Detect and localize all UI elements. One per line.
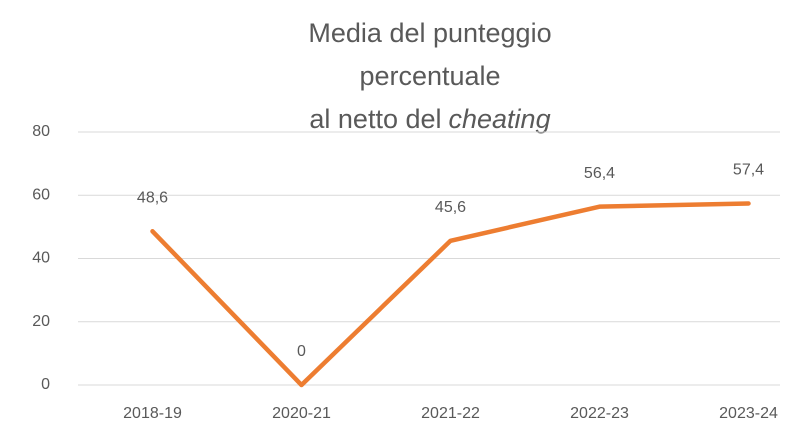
- data-label: 0: [297, 343, 306, 360]
- data-label: 48,6: [137, 190, 168, 207]
- chart-title-part: al netto del: [309, 104, 441, 134]
- y-tick-label: 20: [32, 313, 50, 330]
- data-label: 57,4: [733, 162, 764, 179]
- x-tick-label: 2021-22: [421, 405, 480, 422]
- x-tick-label: 2018-19: [123, 405, 182, 422]
- y-tick-label: 40: [32, 250, 50, 267]
- chart-title: al netto del cheating: [309, 104, 550, 134]
- y-tick-label: 60: [32, 186, 50, 203]
- data-label: 56,4: [584, 165, 615, 182]
- x-tick-label: 2023-24: [719, 405, 778, 422]
- chart-title-italic: cheating: [449, 104, 551, 134]
- y-tick-label: 0: [41, 376, 50, 393]
- line-series: [150, 201, 751, 388]
- x-tick-label: 2022-23: [570, 405, 629, 422]
- chart-title: percentuale: [359, 61, 500, 91]
- chart-title: Media del punteggio: [308, 18, 551, 48]
- y-tick-label: 80: [32, 123, 50, 140]
- x-tick-label: 2020-21: [272, 405, 331, 422]
- data-label: 45,6: [435, 199, 466, 216]
